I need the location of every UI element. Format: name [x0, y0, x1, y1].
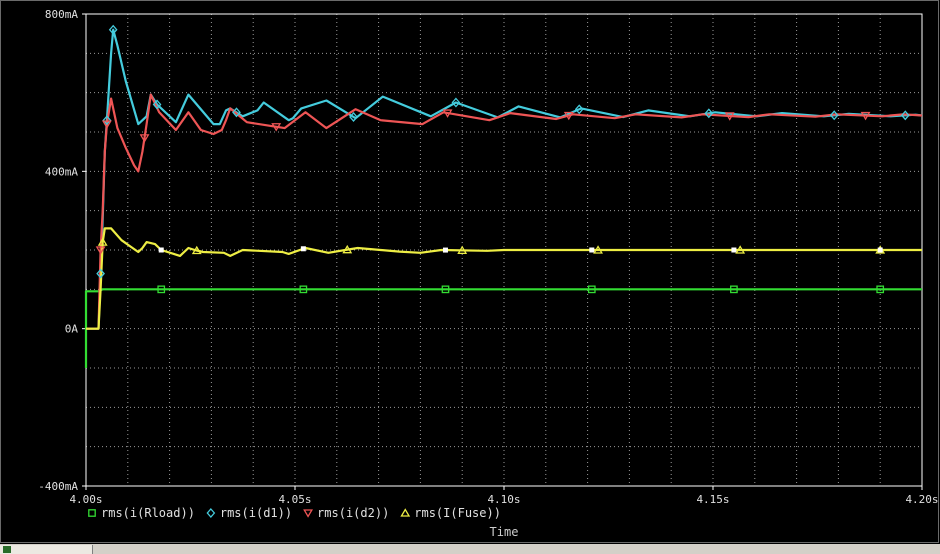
series-marker-square — [587, 285, 596, 294]
series-marker-diamond — [451, 97, 461, 108]
series-marker-square — [876, 285, 885, 294]
series-marker-square — [299, 285, 308, 294]
legend-entry-2: rms(i(d2)) — [317, 506, 389, 520]
series-marker-triangle-down — [303, 509, 313, 518]
series-marker-triangle-down — [563, 111, 574, 121]
legend-entry-1: rms(i(d1)) — [220, 506, 292, 520]
series-marker-diamond — [232, 107, 241, 118]
x-tick-label: 4.10s — [487, 493, 520, 506]
series-marker-diamond — [829, 110, 839, 121]
legend-entry-0: rms(i(Rload)) — [101, 506, 195, 520]
y-tick-label: 0A — [65, 323, 79, 336]
series-marker-triangle-down — [95, 246, 106, 255]
series-marker-diamond — [900, 110, 910, 121]
series-marker-triangle-down — [271, 123, 282, 132]
white-square-marker — [731, 247, 737, 253]
series-marker-diamond — [574, 104, 584, 115]
y-tick-label: -400mA — [38, 480, 78, 493]
series-marker-diamond — [206, 508, 216, 518]
plot-series — [84, 24, 923, 368]
series-marker-triangle-down — [860, 111, 871, 121]
status-strip — [0, 544, 940, 554]
x-tick-label: 4.00s — [69, 493, 102, 506]
series-marker-triangle-up — [97, 237, 108, 246]
white-square-marker — [300, 246, 306, 252]
x-tick-label: 4.15s — [696, 493, 729, 506]
series-marker-square — [730, 285, 738, 294]
series-marker-triangle-down — [724, 112, 735, 121]
series-marker-diamond — [96, 268, 105, 279]
tick-labels: -400mA 0A 400mA 800mA 4.00s 4.05s 4.10s 4.15s 4.… — [38, 8, 938, 506]
white-square-marker — [877, 247, 883, 253]
y-tick-label: 400mA — [45, 165, 78, 178]
plot-tab[interactable] — [0, 545, 93, 554]
legend-entry-3: rms(I(Fuse)) — [414, 506, 501, 520]
series-marker-diamond — [108, 24, 118, 35]
series-marker-triangle-up — [593, 245, 603, 254]
legend: rms(i(Rload)) rms(i(d1)) rms(i(d2)) rms(I(F… — [88, 506, 501, 520]
plot-tab-icon — [3, 546, 11, 553]
series-marker-triangle-down — [442, 109, 453, 118]
series-marker-square — [441, 285, 450, 294]
series-marker-square — [88, 509, 96, 517]
series-marker-triangle-up — [191, 245, 202, 255]
y-tick-label: 800mA — [45, 8, 78, 21]
white-square-marker — [442, 247, 448, 253]
series-marker-diamond — [704, 108, 714, 119]
series-marker-triangle-down — [139, 134, 150, 143]
series-marker-triangle-up — [735, 245, 746, 254]
white-square-marker — [589, 247, 595, 253]
window-border — [0, 0, 939, 543]
series-marker-diamond — [152, 99, 162, 110]
series-marker-diamond — [349, 111, 358, 122]
series-marker-triangle-up — [457, 245, 468, 255]
series-marker-square — [157, 285, 166, 294]
white-square-marker — [158, 247, 164, 253]
series-marker-triangle-up — [400, 508, 411, 517]
x-tick-label: 4.05s — [278, 493, 311, 506]
series-marker-triangle-up — [342, 244, 353, 254]
series-marker-diamond — [102, 115, 112, 126]
x-tick-label: 4.20s — [905, 493, 938, 506]
series-line-2 — [86, 93, 923, 330]
x-axis-label: Time — [490, 525, 519, 539]
series-marker-triangle-down — [101, 120, 112, 129]
